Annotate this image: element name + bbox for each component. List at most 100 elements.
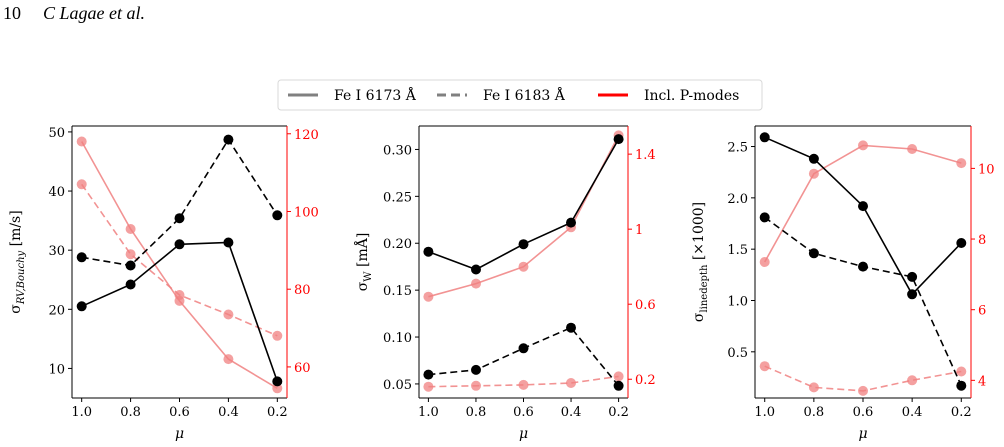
chart-panel-2: 0.05 0.10 0.15 0.20 0.25 0.30 0.2 0.6 1 1.4 1.0 0.8… xyxy=(353,125,656,442)
y2-tick-label: 10 xyxy=(978,162,995,177)
x-tick-label: 0.2 xyxy=(951,405,972,420)
data-point xyxy=(423,246,434,257)
data-point xyxy=(423,381,434,392)
data-point xyxy=(956,366,967,377)
data-point xyxy=(423,291,434,302)
series-line-pmodes-solid xyxy=(81,141,278,389)
data-point xyxy=(858,140,868,151)
y2-tick-label: 100 xyxy=(294,205,319,220)
y2-tick-label: 1 xyxy=(635,223,643,238)
data-point xyxy=(858,261,868,272)
x-tick-label: 0.2 xyxy=(267,405,288,420)
data-point xyxy=(613,371,624,382)
data-point xyxy=(759,361,770,372)
x-tick-label: 1.0 xyxy=(754,405,775,420)
data-point xyxy=(907,289,918,300)
data-point xyxy=(858,201,868,212)
y-axis-label-unit: [×1000] xyxy=(691,202,707,265)
y-axis-label: σW [mÅ] xyxy=(353,233,374,292)
data-point xyxy=(518,261,529,272)
series-line-pmodes-solid xyxy=(428,135,620,298)
legend: Fe I 6173 Å Fe I 6183 Å Incl. P-modes xyxy=(277,79,763,111)
legend-label-fe6183: Fe I 6183 Å xyxy=(483,86,566,104)
data-point xyxy=(956,158,967,169)
y-tick-label: 2.5 xyxy=(727,141,748,156)
y2-tick-label: 0.2 xyxy=(635,373,656,388)
x-axis-label: μ xyxy=(175,426,184,442)
y2-tick-label: 80 xyxy=(294,283,311,298)
x-tick-label: 0.6 xyxy=(169,405,190,420)
data-point xyxy=(808,248,819,259)
y2-tick-label: 8 xyxy=(978,233,986,248)
y-axis-label-symbol: σ xyxy=(691,312,707,322)
y-axis-label-symbol: σ xyxy=(8,304,24,314)
y-tick-label: 0.5 xyxy=(727,346,748,361)
data-point xyxy=(471,264,481,275)
data-point xyxy=(613,134,624,145)
data-point xyxy=(76,136,87,147)
data-point xyxy=(808,382,819,393)
data-point xyxy=(471,364,481,375)
y-tick-label: 2.0 xyxy=(727,192,748,207)
data-point xyxy=(272,210,283,221)
data-point xyxy=(125,224,136,234)
data-point xyxy=(471,380,481,391)
legend-label-fe6173: Fe I 6173 Å xyxy=(334,86,417,104)
y-tick-label: 50 xyxy=(48,126,65,141)
data-point xyxy=(125,260,136,271)
x-tick-label: 0.8 xyxy=(466,405,487,420)
y-tick-label: 10 xyxy=(48,362,65,377)
x-tick-label: 0.6 xyxy=(853,405,874,420)
y2-tick-label: 120 xyxy=(294,128,319,143)
data-point xyxy=(566,378,576,388)
data-point xyxy=(907,271,918,282)
y2-tick-label: 4 xyxy=(978,374,986,389)
y-axis-label-subscript: linedepth xyxy=(699,264,710,312)
x-tick-label: 0.4 xyxy=(561,405,582,420)
data-point xyxy=(518,379,529,390)
chart-panel-1: 10 20 30 40 50 60 80 100 120 1.0 0.8 0.6 0.4 0.2 μ σRV,… xyxy=(8,125,319,442)
x-axis-label: μ xyxy=(858,426,867,442)
data-point xyxy=(76,252,87,263)
data-point xyxy=(272,376,283,387)
data-point xyxy=(808,168,819,179)
y-tick-label: 20 xyxy=(48,303,65,318)
data-point xyxy=(613,380,624,391)
y-axis-label-unit: [m/s] xyxy=(8,210,24,251)
y-tick-label: 1.5 xyxy=(727,243,748,258)
data-point xyxy=(223,134,234,145)
y-tick-label: 0.05 xyxy=(383,378,412,393)
data-point xyxy=(566,217,576,228)
data-point xyxy=(471,278,481,289)
data-point xyxy=(566,322,576,333)
data-point xyxy=(223,309,234,320)
data-point xyxy=(759,212,770,223)
page-header: 10 C Lagae et al. xyxy=(3,3,145,24)
legend-box xyxy=(277,79,763,111)
x-tick-label: 0.4 xyxy=(218,405,239,420)
y-tick-label: 1.0 xyxy=(727,294,748,309)
data-point xyxy=(518,343,529,354)
y-axis-label-subscript: RV,Bouchy xyxy=(16,250,27,305)
y2-tick-label: 60 xyxy=(294,361,311,376)
y-tick-label: 30 xyxy=(48,244,65,259)
y-axis-label: σRV,Bouchy [m/s] xyxy=(8,210,27,313)
data-point xyxy=(125,279,136,290)
data-point xyxy=(272,330,283,341)
y-tick-label: 0.30 xyxy=(383,143,412,158)
data-point xyxy=(76,301,87,312)
data-point xyxy=(423,369,434,380)
data-point xyxy=(956,238,967,248)
y2-tick-label: 1.4 xyxy=(635,148,656,163)
chart-panel-3: 0.5 1.0 1.5 2.0 2.5 4 6 8 10 1.0 0.8 0.6 0.4 0.2 μ σlin… xyxy=(691,125,995,442)
series-line-dashed xyxy=(81,138,278,267)
data-point xyxy=(272,383,283,394)
series-line-solid xyxy=(428,138,620,271)
x-tick-label: 0.8 xyxy=(804,405,825,420)
y-tick-label: 0.25 xyxy=(383,190,412,205)
y-tick-label: 0.10 xyxy=(383,331,412,346)
data-point xyxy=(759,132,770,143)
series-line-pmodes-dashed xyxy=(81,183,278,337)
y2-tick-label: 6 xyxy=(978,304,986,319)
